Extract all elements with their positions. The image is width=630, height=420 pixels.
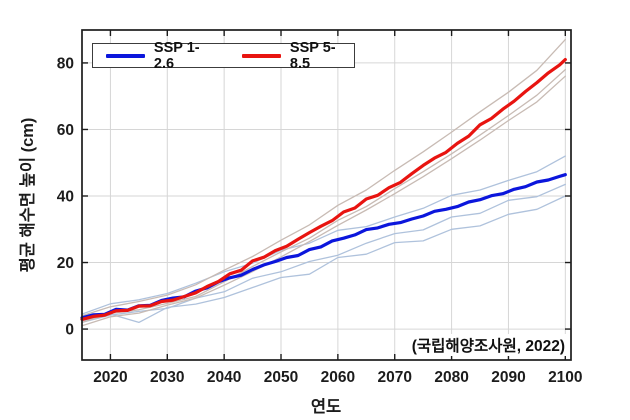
y-tick-label: 80 [57,55,74,72]
legend-label-ssp585: SSP 5-8.5 [289,39,336,72]
legend-item-ssp126: SSP 1-2.6 [106,40,218,72]
series-ensemble-line [81,155,566,315]
y-tick-label: 40 [57,188,74,205]
series-lines [80,38,567,327]
x-tick-label: 2070 [377,369,411,386]
series-ensemble-line [81,68,566,324]
series-ensemble-line [81,183,566,324]
legend-label-ssp126: SSP 1-2.6 [153,39,200,72]
x-tick-label: 2040 [207,369,241,386]
x-tick-label: 2090 [491,369,525,386]
y-tick-label: 0 [65,322,74,339]
x-tick-labels: 2020 2030 2040 2050 2060 2070 2080 2090 2100 [93,369,582,386]
y-axis-label: 평균 해수면 높이 (cm) [19,117,37,273]
x-axis-label: 연도 [310,398,342,416]
source-annotation: (국립해양조사원, 2022) [410,334,566,356]
x-tick-label: 2020 [93,369,127,386]
legend: SSP 1-2.6 SSP 5-8.5 [92,40,355,72]
y-tick-label: 60 [57,122,74,139]
x-tick-label: 2060 [321,369,355,386]
legend-item-ssp585: SSP 5-8.5 [242,40,354,72]
x-tick-label: 2050 [264,369,298,386]
series-ensemble-line [81,75,566,327]
series-ensemble-line [81,195,566,324]
series-ensemble-line [81,38,566,317]
legend-swatch-ssp585 [242,53,281,58]
plot-border [81,29,572,361]
x-tick-label: 2030 [150,369,184,386]
legend-swatch-ssp126 [106,53,145,58]
x-tick-label: 2080 [434,369,468,386]
x-tick-label: 2100 [548,369,582,386]
series-mean-line [80,57,567,321]
y-tick-labels: 0 20 40 60 80 [57,55,74,338]
y-tick-label: 20 [57,255,74,272]
